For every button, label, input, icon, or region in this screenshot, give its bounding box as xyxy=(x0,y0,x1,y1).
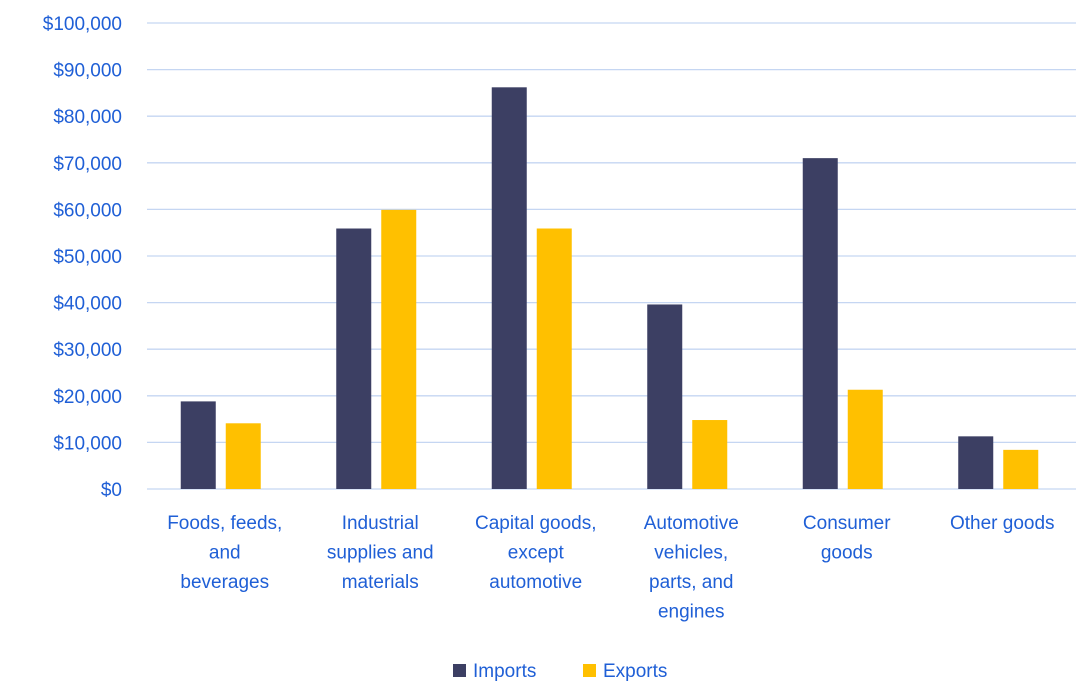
y-tick-label: $30,000 xyxy=(53,340,122,361)
bar-exports xyxy=(847,389,883,489)
legend-label-imports: Imports xyxy=(473,661,536,682)
y-tick-label: $10,000 xyxy=(53,433,122,454)
x-category-label: Capital goods, except automotive xyxy=(475,513,596,593)
legend-label-exports: Exports xyxy=(603,661,667,682)
y-tick-label: $80,000 xyxy=(53,107,122,128)
x-category-label: Consumer goods xyxy=(803,513,891,564)
x-category-label: Other goods xyxy=(950,513,1055,534)
x-category-label: Automotive vehicles, parts, and engines xyxy=(644,513,739,623)
bar-exports xyxy=(692,420,728,489)
legend: Imports Exports xyxy=(453,661,667,682)
bar-imports xyxy=(180,401,216,489)
y-tick-label: $60,000 xyxy=(53,200,122,221)
y-tick-label: $40,000 xyxy=(53,294,122,315)
y-tick-label: $50,000 xyxy=(53,247,122,268)
gridlines xyxy=(147,22,1076,490)
bar-imports xyxy=(958,436,994,489)
x-axis-category-labels: Foods, feeds, and beverages Industrial suppl… xyxy=(167,513,1054,623)
bar-exports xyxy=(1003,449,1039,489)
x-category-label: Industrial supplies and materials xyxy=(327,513,434,593)
bars xyxy=(180,87,1039,490)
bar-exports xyxy=(536,228,572,490)
y-tick-label: $90,000 xyxy=(53,61,122,82)
bar-imports xyxy=(491,87,527,490)
x-category-label: Foods, feeds, and beverages xyxy=(167,513,282,593)
y-tick-label: $70,000 xyxy=(53,154,122,175)
y-axis-tick-labels: $0 $10,000 $20,000 $30,000 $40,000 $50,000 $60… xyxy=(43,14,122,501)
y-tick-label: $0 xyxy=(101,480,122,501)
legend-swatch-imports xyxy=(453,664,466,677)
bar-imports xyxy=(802,158,838,489)
bar-imports xyxy=(647,304,683,489)
bar-exports xyxy=(381,209,417,489)
bar-imports xyxy=(336,228,372,490)
legend-swatch-exports xyxy=(583,664,596,677)
y-tick-label: $100,000 xyxy=(43,14,122,35)
bar-exports xyxy=(225,423,261,489)
y-tick-label: $20,000 xyxy=(53,387,122,408)
